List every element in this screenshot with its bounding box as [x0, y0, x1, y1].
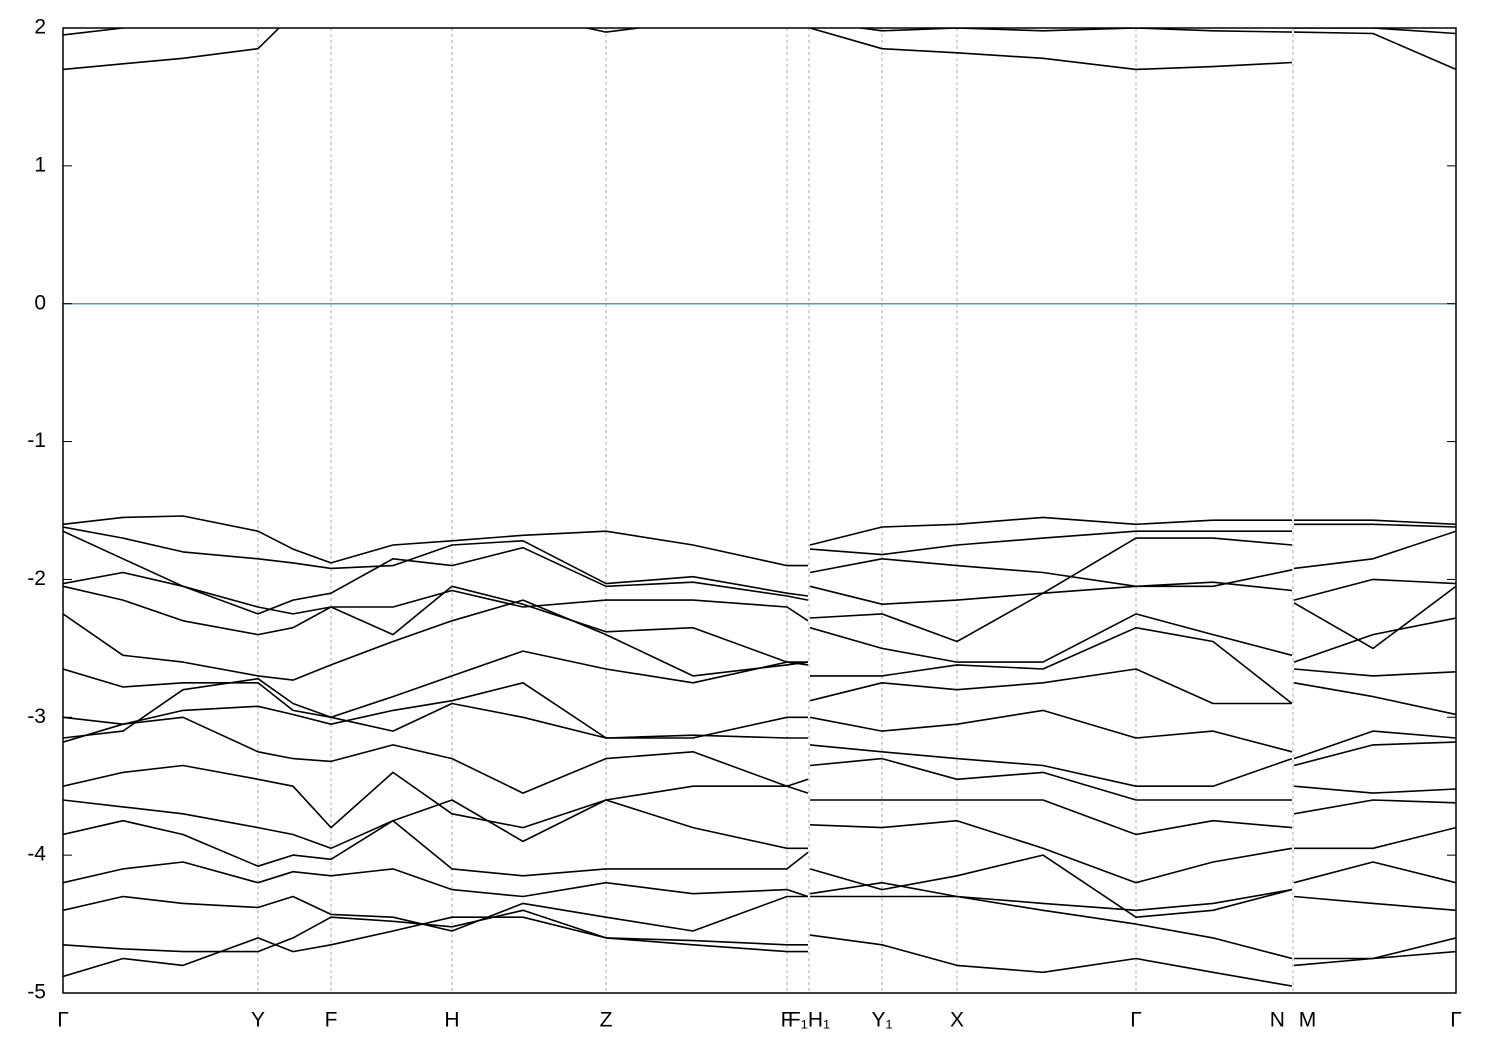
x-tick-label: F	[325, 1009, 338, 1032]
band-line	[63, 599, 1456, 681]
y-tick-label: -1	[27, 429, 46, 452]
band-line	[63, 515, 1456, 567]
x-tick-label: Z	[600, 1009, 613, 1032]
band-line	[63, 799, 1456, 850]
x-tick-label: Y₁	[871, 1009, 892, 1032]
y-tick-label: -2	[27, 567, 46, 590]
band-line	[63, 677, 1456, 760]
band-line	[63, 626, 1456, 719]
band-line	[63, 537, 1456, 663]
grid-layer	[62, 28, 1457, 993]
band-line	[63, 819, 1456, 884]
plot-frame	[62, 27, 1457, 994]
band-line	[63, 28, 1456, 71]
band-layer	[63, 28, 1456, 987]
band-line	[63, 881, 1456, 932]
y-tick-label: -4	[27, 843, 46, 866]
x-tick-label: H	[444, 1009, 459, 1032]
x-tick-label: Γ	[1130, 1009, 1142, 1032]
x-tick-label: F	[781, 1009, 794, 1032]
y-tick-label: -5	[27, 981, 46, 1004]
band-line	[63, 28, 1456, 36]
band-line	[63, 668, 1456, 739]
band-line	[63, 716, 1456, 794]
band-line	[63, 757, 1456, 829]
y-tick-label: 1	[34, 153, 46, 176]
band-line	[63, 916, 1456, 987]
x-tick-label: F₁H₁	[788, 1009, 830, 1032]
x-tick-label: N M	[1270, 1009, 1317, 1032]
y-tick-label: 0	[34, 291, 46, 314]
band-line	[63, 854, 1456, 918]
x-tick-label: X	[950, 1009, 964, 1032]
x-tick-label: Γ	[57, 1009, 69, 1032]
y-tick-label: -3	[27, 705, 46, 728]
band-line	[63, 530, 1456, 615]
x-tick-label: Y	[251, 1009, 265, 1032]
x-tick-label: Γ	[1450, 1009, 1462, 1032]
band-line	[63, 523, 1456, 597]
y-tick-label: 2	[34, 16, 46, 39]
